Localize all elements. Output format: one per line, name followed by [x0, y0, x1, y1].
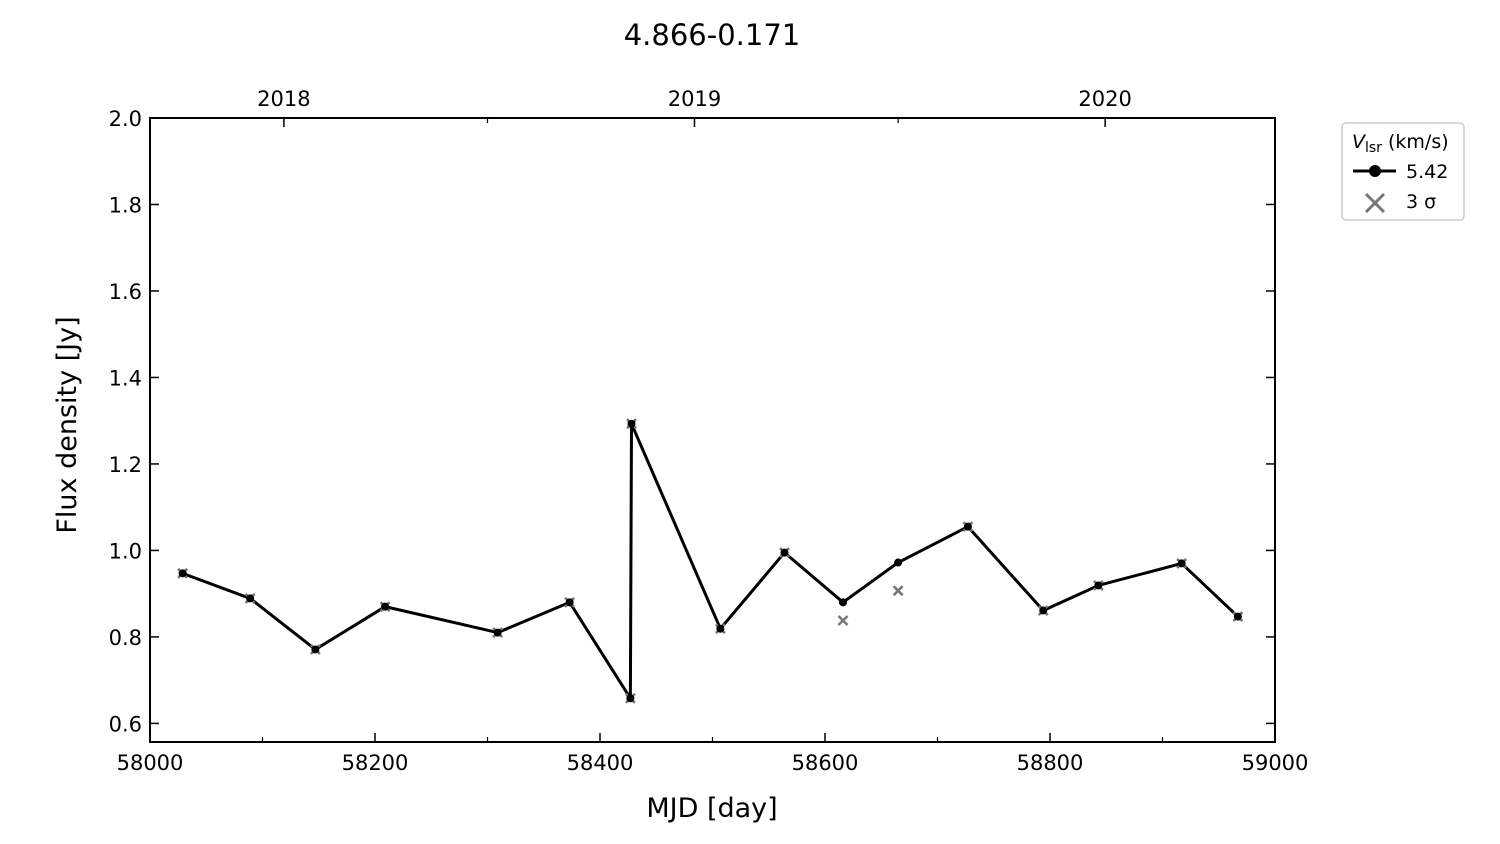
- data-point: [246, 594, 255, 603]
- legend: Vlsr (km/s) 5.42 3 σ: [1341, 122, 1465, 221]
- x-tick-label: 59000: [1242, 751, 1309, 775]
- data-point: [1094, 581, 1103, 590]
- data-point: [565, 598, 574, 607]
- data-point: [1177, 559, 1186, 568]
- y-tick-label: 0.6: [109, 712, 142, 736]
- series-line: [182, 422, 1239, 700]
- legend-title-sub: lsr: [1365, 140, 1382, 156]
- x-tick-label: 58400: [567, 751, 634, 775]
- legend-entry-series: 5.42: [1406, 161, 1448, 183]
- y-tick-label: 1.6: [109, 280, 142, 304]
- data-point: [839, 598, 847, 607]
- data-point: [493, 628, 502, 637]
- top-year-label: 2019: [668, 87, 721, 111]
- data-point: [178, 569, 187, 578]
- legend-x-marker: [1364, 192, 1386, 214]
- y-tick-label: 1.8: [109, 193, 142, 217]
- top-year-label: 2018: [257, 87, 310, 111]
- sigma-x-marker: [837, 615, 849, 626]
- x-stroke: [892, 585, 904, 597]
- data-point: [1233, 612, 1242, 621]
- x-axis-label: MJD [day]: [646, 793, 777, 824]
- svg-text:Vlsr (km/s): Vlsr (km/s): [1352, 131, 1449, 156]
- y-tick-label: 1.2: [109, 453, 142, 477]
- data-point: [716, 624, 725, 633]
- legend-entry-sigma: 3 σ: [1406, 191, 1436, 213]
- data-point: [894, 558, 903, 567]
- legend-circle-marker: [1369, 165, 1381, 177]
- x-tick-label: 58800: [1017, 751, 1084, 775]
- data-point: [626, 694, 635, 703]
- y-tick-label: 1.0: [109, 539, 142, 563]
- y-tick-label: 1.4: [109, 366, 142, 390]
- top-year-label: 2020: [1078, 87, 1131, 111]
- y-tick-label: 2.0: [109, 107, 142, 131]
- sigma-x-marker: [892, 585, 904, 597]
- x-tick-label: 58600: [792, 751, 859, 775]
- data-point: [1039, 606, 1048, 615]
- legend-title-v: V: [1352, 131, 1367, 153]
- data-point: [381, 602, 390, 611]
- data-point: [311, 645, 320, 654]
- data-point: [627, 419, 636, 428]
- chart-title: 4.866-0.171: [624, 18, 801, 52]
- x-stroke: [837, 615, 849, 626]
- y-axis-label: Flux density [Jy]: [52, 316, 83, 533]
- data-point: [780, 548, 789, 557]
- x-tick-label: 58000: [117, 751, 184, 775]
- data-point: [963, 522, 972, 531]
- legend-title-unit: (km/s): [1388, 131, 1449, 153]
- y-tick-label: 0.8: [109, 626, 142, 650]
- x-tick-label: 58200: [342, 751, 409, 775]
